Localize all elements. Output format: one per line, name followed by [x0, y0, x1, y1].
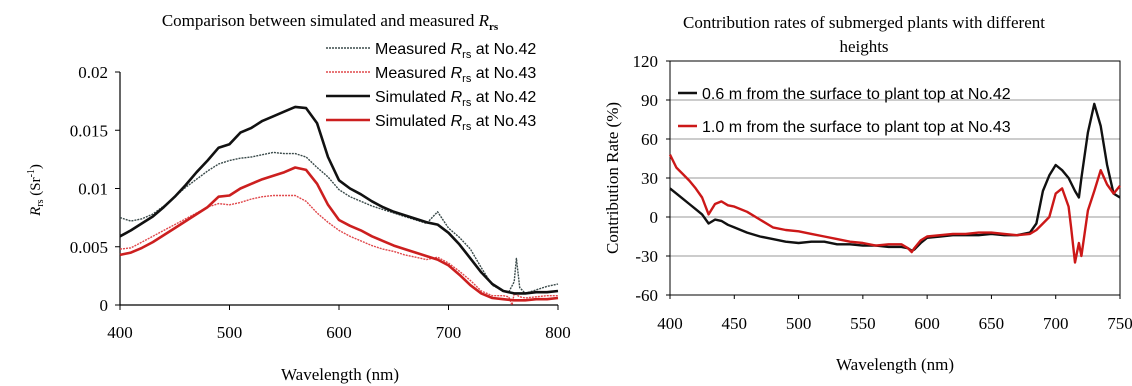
- contribution-y-axis-label: Contribution Rate (%): [603, 102, 622, 254]
- contribution-x-tick-label: 600: [914, 314, 940, 333]
- contribution-y-tick-label: -30: [635, 247, 658, 266]
- contribution-x-tick-label: 700: [1043, 314, 1069, 333]
- contribution-rate-chart: Contribution rates of submerged plants w…: [603, 13, 1132, 374]
- contribution-x-axis-label: Wavelength (nm): [836, 355, 954, 374]
- contribution-plot-frame: [669, 60, 1121, 296]
- contribution-legend: 0.6 m from the surface to plant top at N…: [678, 86, 1011, 136]
- contribution-series-line-2: [668, 154, 1121, 264]
- rrs-x-tick-label: 400: [107, 323, 133, 342]
- rrs-legend-label-3: Simulated Rrs at No.42: [375, 89, 536, 109]
- rrs-x-tick-label: 600: [326, 323, 352, 342]
- rrs-series-line-1: [119, 151, 559, 295]
- rrs-comparison-chart: Comparison between simulated and measure…: [26, 11, 571, 384]
- contribution-chart-title-line-1: Contribution rates of submerged plants w…: [683, 13, 1045, 32]
- contribution-x-tick-label: 650: [979, 314, 1005, 333]
- rrs-legend-label-1: Measured Rrs at No.42: [375, 41, 536, 61]
- contribution-y-tick-label: 60: [641, 130, 658, 149]
- rrs-y-tick-label: 0.01: [78, 180, 108, 199]
- rrs-axis-ticks: 400 500 600 700 800 0 0.005 0.01 0.015 0.02: [70, 63, 571, 342]
- rrs-y-tick-label: 0.005: [70, 238, 108, 257]
- contribution-x-tick-label: 500: [786, 314, 812, 333]
- rrs-series-line-2: [119, 194, 558, 306]
- contribution-y-tick-label: 90: [641, 91, 658, 110]
- contribution-y-tick-label: -60: [635, 286, 658, 305]
- contribution-x-tick-label: 750: [1107, 314, 1132, 333]
- rrs-x-tick-label: 700: [436, 323, 462, 342]
- contribution-x-tick-label: 550: [850, 314, 876, 333]
- rrs-y-tick-label: 0.02: [78, 63, 108, 82]
- rrs-legend: Measured Rrs at No.42 Measured Rrs at No.…: [326, 41, 536, 133]
- rrs-y-axis-label: Rrs (Sr-1): [26, 164, 46, 217]
- contribution-x-tick-label: 450: [722, 314, 748, 333]
- rrs-y-tick-label: 0: [100, 296, 109, 315]
- rrs-y-tick-label: 0.015: [70, 121, 108, 140]
- contribution-x-tick-label: 400: [657, 314, 683, 333]
- rrs-series-line-4: [119, 166, 559, 302]
- rrs-legend-label-2: Measured Rrs at No.43: [375, 65, 536, 85]
- rrs-x-tick-label: 500: [217, 323, 243, 342]
- rrs-x-tick-label: 800: [545, 323, 571, 342]
- contribution-gridlines: -60 -30 0 30 60 90 120 400 450 500 550 600 650 700 750: [633, 52, 1132, 333]
- rrs-x-axis-label: Wavelength (nm): [281, 365, 399, 384]
- rrs-series-line-3: [119, 105, 559, 295]
- rrs-chart-title: Comparison between simulated and measure…: [162, 11, 499, 33]
- contribution-legend-label-1: 0.6 m from the surface to plant top at N…: [702, 86, 1011, 103]
- contribution-legend-label-2: 1.0 m from the surface to plant top at N…: [702, 119, 1011, 136]
- contribution-chart-title-line-2: heights: [839, 37, 888, 56]
- contribution-y-tick-label: 0: [650, 208, 659, 227]
- rrs-legend-label-4: Simulated Rrs at No.43: [375, 113, 536, 133]
- contribution-y-tick-label: 30: [641, 169, 658, 188]
- contribution-y-tick-label: 120: [633, 52, 659, 71]
- contribution-series-lines: [668, 102, 1121, 264]
- rrs-series-lines: [119, 105, 559, 306]
